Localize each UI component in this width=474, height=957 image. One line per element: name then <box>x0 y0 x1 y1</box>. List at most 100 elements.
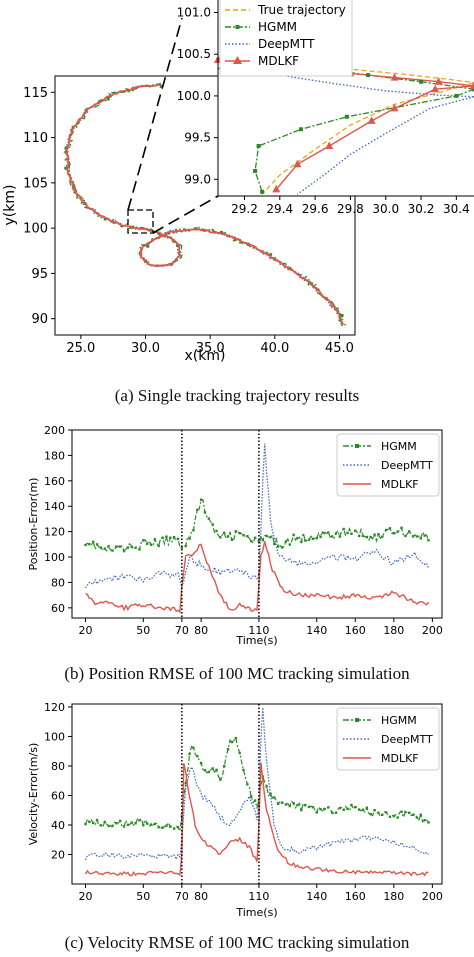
c-hgmm-point <box>411 813 415 817</box>
legend-label-mdlkf: MDLKF <box>258 54 299 68</box>
zoom-region-box <box>127 209 154 234</box>
inset-legend-box <box>219 0 353 77</box>
b-hgmm-point <box>373 533 376 536</box>
c-deepmtt-line <box>84 707 429 861</box>
caption-a: (a) Single tracking trajectory results <box>114 386 360 405</box>
c-hgmm-point <box>161 826 164 829</box>
c-hgmm-point <box>315 811 318 814</box>
inset-ticks: 29.2 29.4 29.6 29.8 30.0 30.2 30.4 99.0 99.5 100.… <box>177 6 470 216</box>
c-x-tick-label: 80 <box>194 890 208 903</box>
c-hgmm-point <box>342 808 345 811</box>
c-hgmm-point <box>319 808 322 811</box>
b-x-tick-label: 110 <box>248 624 269 637</box>
c-hgmm-point <box>392 814 396 818</box>
c-x-tick-label: 20 <box>78 890 92 903</box>
c-hgmm-point <box>142 823 145 827</box>
velocity-ticks: 20 50 70 80 110 140 160 180 200 20 40 60 80 100 120 <box>44 701 443 903</box>
inset-y-tick-label: 101.0 <box>177 6 211 20</box>
b-hgmm-point <box>404 534 407 538</box>
b-mdlkf-line <box>85 540 430 614</box>
b-hgmm-point <box>296 536 299 540</box>
inset-y-tick-label: 99.0 <box>184 172 211 186</box>
b-hgmm-point <box>134 546 137 549</box>
trajectory-hgmm-point <box>146 244 150 248</box>
velocity-error-chart: 20 50 70 80 110 140 160 180 200 20 40 60 80 100 120 Ti… <box>27 701 443 919</box>
b-x-tick-label: 50 <box>136 624 150 637</box>
b-hgmm-point <box>377 532 380 536</box>
b-hgmm-point <box>411 535 415 538</box>
zoom-connector-bottom <box>152 195 219 234</box>
b-x-tick-label: 80 <box>194 624 208 637</box>
c-x-tick-label: 200 <box>422 890 443 903</box>
c-hgmm-point <box>377 811 380 815</box>
legend-label-true: True trajectory <box>257 3 346 17</box>
inset-hgmm-point <box>454 93 459 98</box>
inset-hgmm-point <box>298 127 303 132</box>
b-hgmm-point <box>153 538 157 541</box>
position-legend-label-hgmm: HGMM <box>381 440 417 453</box>
c-hgmm-point <box>354 805 357 809</box>
b-hgmm-point <box>111 549 114 552</box>
b-hgmm-point <box>338 535 342 538</box>
c-hgmm-point <box>184 781 187 785</box>
trajectory-x-tick-label: 25.0 <box>66 341 95 356</box>
b-hgmm-point <box>396 530 399 533</box>
c-hgmm-point <box>165 824 168 827</box>
legend-marker-mdlkf <box>233 56 242 64</box>
c-hgmm-point <box>400 810 403 813</box>
c-hgmm-point <box>327 806 330 809</box>
inset-deepmtt-return-line <box>297 96 474 195</box>
velocity-legend-entry-hgmm: HGMM <box>343 714 417 727</box>
trajectory-hgmm-point <box>219 230 223 234</box>
c-hgmm-point <box>330 811 334 814</box>
b-hgmm-point <box>288 543 291 546</box>
b-hgmm-point <box>261 538 264 542</box>
b-hgmm-point <box>142 539 145 542</box>
c-hgmm-point <box>423 819 426 822</box>
b-x-tick-label: 70 <box>175 624 189 637</box>
b-hgmm-point <box>357 534 361 538</box>
c-hgmm-point <box>169 825 172 828</box>
b-hgmm-point <box>319 535 322 539</box>
inset-mdlkf-point <box>390 73 399 81</box>
c-hgmm-point <box>334 811 338 814</box>
zoom-inset: 29.2 29.4 29.6 29.8 30.0 30.2 30.4 99.0 99.5 100.… <box>177 0 474 216</box>
b-hgmm-point <box>219 536 222 539</box>
trajectory-y-tick-label: 100 <box>23 222 48 237</box>
c-hgmm-point <box>388 815 392 818</box>
b-hgmm-point <box>211 523 214 526</box>
trajectory-hgmm-point <box>176 244 180 248</box>
c-hgmm-point <box>122 825 126 828</box>
legend-label-deepmtt: DeepMTT <box>258 37 315 51</box>
c-hgmm-point <box>404 810 407 814</box>
velocity-plot-frame <box>71 703 443 885</box>
c-hgmm-point <box>176 826 180 829</box>
inset-y-tick-label: 100.0 <box>177 89 211 103</box>
c-hgmm-point <box>126 823 130 827</box>
c-y-tick-label: 60 <box>51 789 65 802</box>
c-hgmm-point <box>253 799 257 802</box>
b-hgmm-point <box>423 534 426 537</box>
velocity-vlines <box>181 704 260 884</box>
zoom-connector-top <box>127 17 183 211</box>
legend-marker-hgmm <box>235 25 240 29</box>
inset-x-tick-label: 29.6 <box>302 202 329 216</box>
inset-legend: True trajectory HGMM DeepMTT MDLKF <box>219 0 353 77</box>
inset-x-tick-label: 29.2 <box>231 202 258 216</box>
c-hgmm-point <box>153 822 157 826</box>
c-hgmm-point <box>269 792 272 795</box>
inset-hgmm-point <box>419 79 424 84</box>
b-hgmm-point <box>292 533 295 537</box>
c-hgmm-point <box>203 768 207 772</box>
c-hgmm-point <box>115 822 118 825</box>
b-hgmm-point <box>300 540 303 543</box>
c-hgmm-point <box>196 754 199 758</box>
c-hgmm-point <box>288 804 291 808</box>
b-hgmm-point <box>126 546 130 549</box>
inset-deepmtt-line <box>217 67 474 98</box>
inset-x-tick-label: 29.4 <box>266 202 293 216</box>
c-hgmm-point <box>88 820 91 824</box>
b-hgmm-point <box>176 537 180 541</box>
b-hgmm-point <box>138 548 141 551</box>
inset-hgmm-point <box>260 189 265 194</box>
